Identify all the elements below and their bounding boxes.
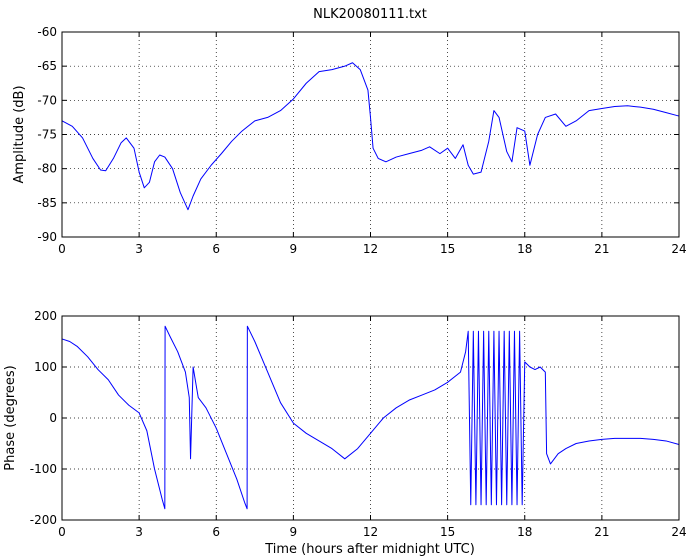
x-tick-label: 15 [440,525,455,539]
grid-lines [62,316,679,520]
series-line [61,325,680,510]
x-tick-label: 9 [290,242,298,256]
x-tick-label: 21 [594,525,609,539]
x-tick-label: 3 [135,242,143,256]
chart-title: NLK20080111.txt [313,7,427,22]
amplitude-panel: NLK20080111.txt 0 3 6 9 12 15 18 21 24 -60 -65 -70 -… [12,7,687,256]
y-tick-label: -60 [37,25,57,39]
x-tick-label: 21 [594,242,609,256]
y-tick-label: 0 [49,411,57,425]
x-tick-label: 6 [212,525,220,539]
x-tick-label: 12 [363,242,378,256]
x-tick-label: 6 [212,242,220,256]
x-tick-label: 24 [671,242,686,256]
y-axis-label: Phase (degrees) [3,365,18,470]
x-tick-label: 0 [58,525,66,539]
series-group [61,325,680,510]
y-tick-label: 100 [34,360,57,374]
x-tick-label: 0 [58,242,66,256]
y-tick-label: -65 [37,59,57,73]
y-tick-label: -80 [37,162,57,176]
y-axis-label: Amplitude (dB) [12,85,27,183]
y-tick-label: -85 [37,196,57,210]
x-tick-label: 12 [363,525,378,539]
y-tick-label: 200 [34,309,57,323]
y-tick-label: -200 [30,513,57,527]
x-tick-label: 3 [135,525,143,539]
x-tick-label: 24 [671,525,686,539]
series-line [61,62,680,211]
x-tick-label: 18 [517,242,532,256]
x-tick-label: 15 [440,242,455,256]
x-tick-label: 9 [290,525,298,539]
ticks-group: 0 3 6 9 12 15 18 21 24 200 100 0 -100 -200 [30,309,687,539]
ticks-group: 0 3 6 9 12 15 18 21 24 -60 -65 -70 -75 -80 -85 -90 [37,25,686,256]
x-axis-label: Time (hours after midnight UTC) [264,542,475,557]
series-group [61,62,680,211]
phase-panel: 0 3 6 9 12 15 18 21 24 200 100 0 -100 -200 Phase (deg… [3,309,687,557]
y-tick-label: -70 [37,93,57,107]
y-tick-label: -75 [37,128,57,142]
y-tick-label: -90 [37,230,57,244]
x-tick-label: 18 [517,525,532,539]
grid-lines [62,32,679,237]
y-tick-label: -100 [30,462,57,476]
